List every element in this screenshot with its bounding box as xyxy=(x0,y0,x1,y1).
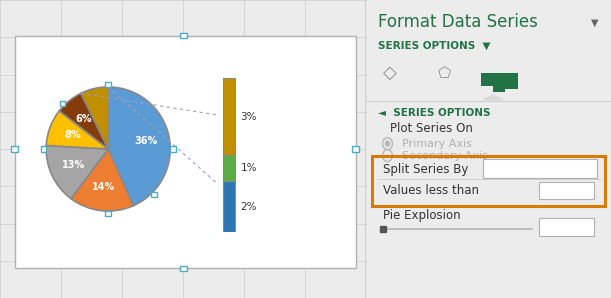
Text: 8%: 8% xyxy=(64,131,81,140)
Text: Values less than: Values less than xyxy=(382,184,478,197)
Text: ▲: ▲ xyxy=(586,219,592,228)
Text: Split Series By: Split Series By xyxy=(382,163,468,176)
FancyBboxPatch shape xyxy=(151,192,156,197)
FancyBboxPatch shape xyxy=(41,146,46,152)
Text: ▼: ▼ xyxy=(586,227,592,236)
Text: 2%: 2% xyxy=(240,202,257,212)
Text: 0%: 0% xyxy=(547,222,565,232)
Wedge shape xyxy=(81,87,108,149)
Text: 36%: 36% xyxy=(134,136,158,146)
Circle shape xyxy=(386,141,389,146)
Bar xyxy=(224,181,235,232)
Text: ▼: ▼ xyxy=(591,17,599,27)
Text: Percentage value: Percentage value xyxy=(488,163,579,173)
Wedge shape xyxy=(59,93,108,149)
FancyBboxPatch shape xyxy=(180,266,186,271)
Wedge shape xyxy=(46,145,108,199)
Text: ▼: ▼ xyxy=(585,163,593,173)
FancyBboxPatch shape xyxy=(106,211,111,216)
Text: 6%: 6% xyxy=(76,114,92,124)
FancyBboxPatch shape xyxy=(481,73,493,86)
Text: Format Data Series: Format Data Series xyxy=(378,13,538,31)
Polygon shape xyxy=(483,95,503,100)
Text: 3%: 3% xyxy=(240,112,257,122)
FancyBboxPatch shape xyxy=(12,146,18,152)
Text: Primary Axis: Primary Axis xyxy=(402,139,472,149)
Wedge shape xyxy=(71,149,133,211)
Bar xyxy=(224,78,235,156)
Text: 14%: 14% xyxy=(92,182,115,192)
FancyBboxPatch shape xyxy=(180,33,186,38)
Text: 1%: 1% xyxy=(240,163,257,173)
FancyBboxPatch shape xyxy=(540,182,595,199)
Text: ▲: ▲ xyxy=(586,182,592,191)
FancyBboxPatch shape xyxy=(505,73,518,89)
FancyBboxPatch shape xyxy=(540,218,595,236)
Text: Secondary Axis: Secondary Axis xyxy=(402,150,488,161)
Text: ⬠: ⬠ xyxy=(437,66,450,80)
FancyBboxPatch shape xyxy=(60,101,65,106)
Text: ▼: ▼ xyxy=(586,191,592,200)
Text: Plot Series On: Plot Series On xyxy=(390,122,473,135)
Wedge shape xyxy=(46,111,108,149)
Text: 4%: 4% xyxy=(547,186,565,196)
Text: Pie Explosion: Pie Explosion xyxy=(382,209,460,222)
FancyBboxPatch shape xyxy=(493,73,505,92)
Wedge shape xyxy=(108,87,170,206)
FancyBboxPatch shape xyxy=(353,146,359,152)
Bar xyxy=(224,156,235,181)
FancyBboxPatch shape xyxy=(106,82,111,87)
Text: ◇: ◇ xyxy=(383,64,397,82)
Text: ◄  SERIES OPTIONS: ◄ SERIES OPTIONS xyxy=(378,108,490,118)
Text: 13%: 13% xyxy=(62,160,85,170)
Text: SERIES OPTIONS  ▼: SERIES OPTIONS ▼ xyxy=(378,41,490,51)
FancyBboxPatch shape xyxy=(483,159,597,178)
FancyBboxPatch shape xyxy=(170,146,175,152)
FancyBboxPatch shape xyxy=(15,36,356,268)
